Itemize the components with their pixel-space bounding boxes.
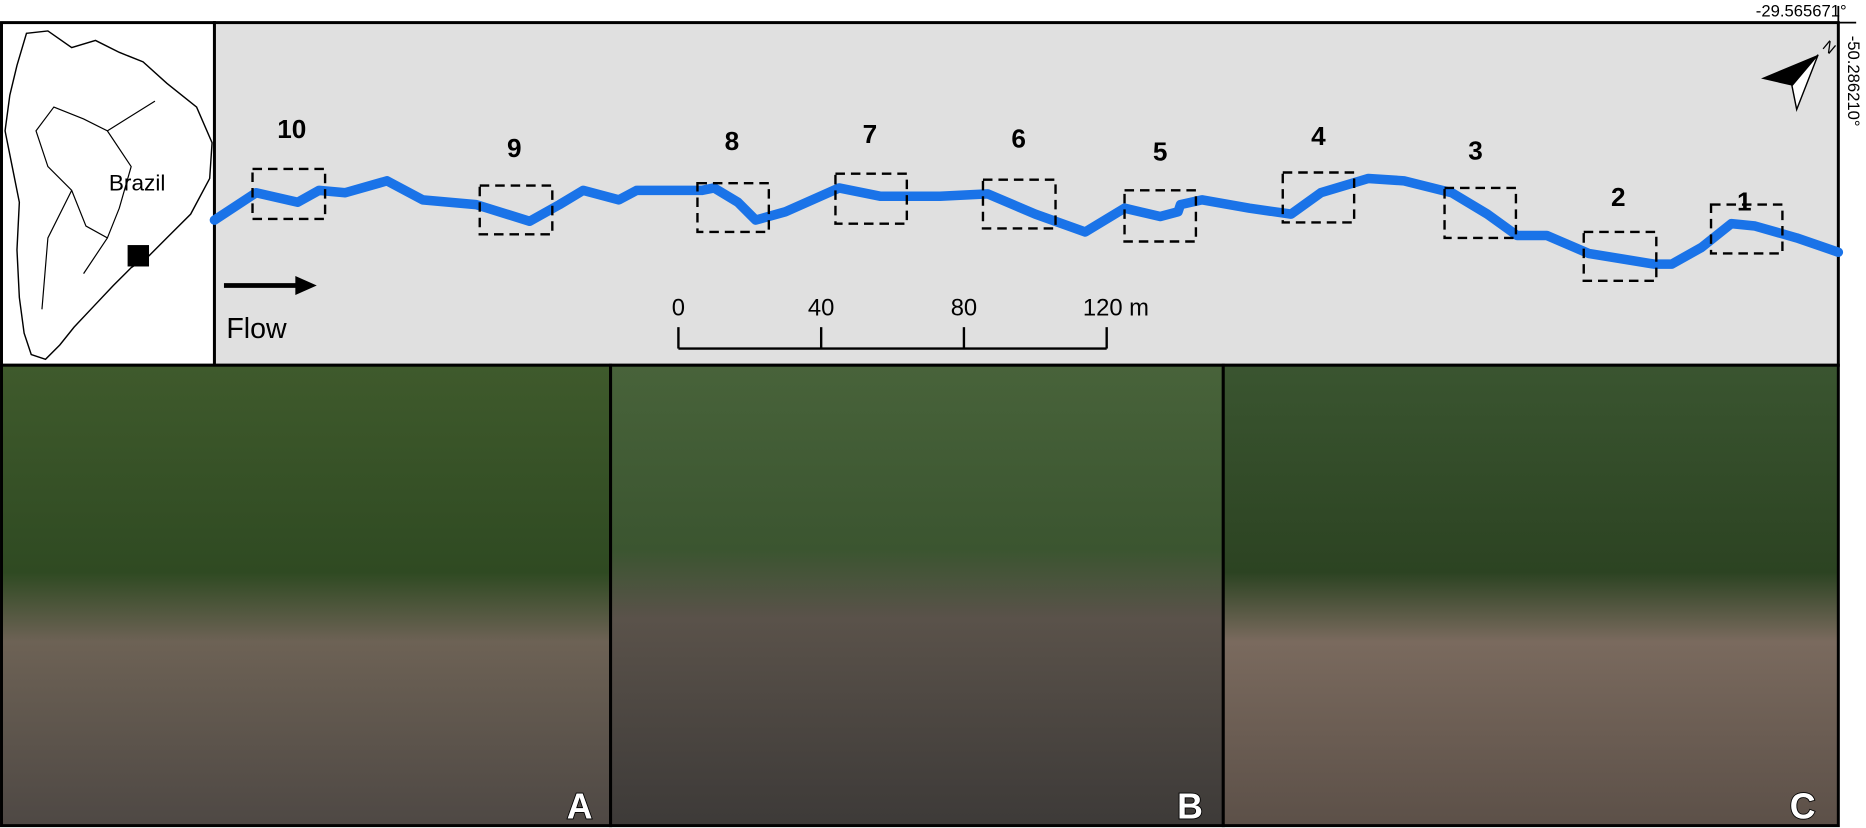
flow-label: Flow [226, 313, 287, 345]
scale-label: 40 [808, 294, 834, 321]
sites: 10 9 8 7 6 5 4 3 2 1 [251, 114, 1784, 282]
site-label: 5 [1153, 137, 1168, 167]
site-label: 3 [1468, 135, 1483, 165]
site-box [1709, 203, 1784, 255]
photo [1221, 363, 1840, 828]
site-label: 7 [863, 119, 878, 149]
site-label: 8 [725, 126, 740, 156]
north-arrow: N [1761, 38, 1839, 112]
scale-label: 80 [951, 294, 977, 321]
site-box [834, 172, 909, 225]
inset-borders [35, 100, 156, 310]
site-label: 10 [277, 114, 306, 144]
site-box [478, 184, 554, 236]
site-box [1281, 171, 1356, 224]
photo-label: B [1177, 786, 1203, 826]
photo [609, 363, 1225, 828]
latitude-label: -29.565671° [1756, 2, 1847, 21]
flow-arrow-head [295, 276, 317, 296]
scale-label: 0 [672, 294, 685, 321]
site-label: 4 [1311, 121, 1326, 151]
map-panel [212, 21, 1840, 367]
site-box [251, 167, 327, 221]
site-box [1582, 230, 1658, 282]
scale-label: 120 m [1083, 294, 1149, 321]
site-box [981, 178, 1057, 230]
site-box [1443, 186, 1518, 240]
inset-continent [4, 30, 213, 361]
country-label: Brazil [109, 170, 165, 195]
site-box [696, 182, 771, 234]
site-label: 1 [1737, 187, 1752, 217]
site-label: 6 [1011, 124, 1026, 154]
longitude-label: -50.286210° [1844, 36, 1863, 127]
photo [0, 363, 613, 828]
stream [209, 173, 1844, 269]
site-label: 9 [507, 133, 522, 163]
photo-label: A [567, 786, 593, 826]
site-box [1123, 189, 1198, 243]
study-area-marker [127, 245, 150, 267]
photo-labels: A B C [566, 786, 1817, 828]
scale-bar: 0 40 80 120 m [672, 294, 1149, 350]
site-label: 2 [1611, 182, 1626, 212]
photo-label: C [1790, 786, 1816, 826]
